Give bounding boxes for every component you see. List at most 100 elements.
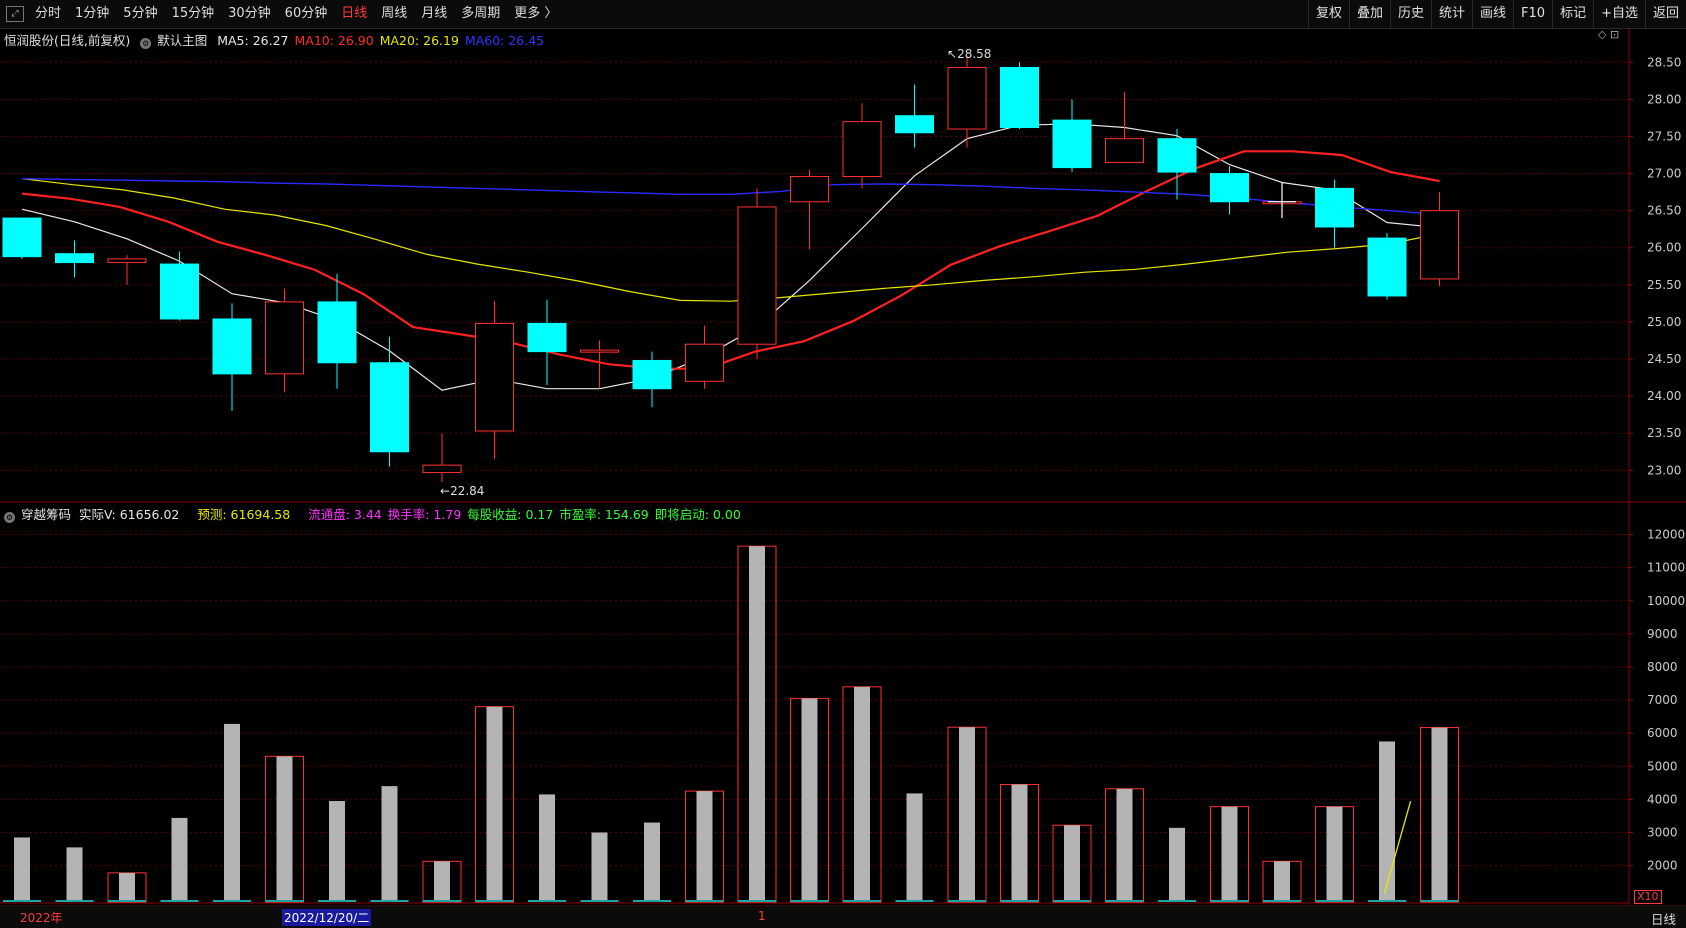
function-button-7[interactable]: +自选 [1593,0,1645,28]
price-tick-label: 24.50 [1647,352,1681,366]
month-marker: 1 [758,909,766,923]
arrow-icon: ↖ [947,47,958,62]
volume-bar [959,727,975,902]
price-tick-label: 25.00 [1647,315,1681,329]
price-tick-label: 26.00 [1647,241,1681,255]
period-tab-2[interactable]: 5分钟 [123,6,158,21]
candle-body [160,263,199,320]
date-year-label: 2022年 [20,911,63,925]
volume-bar [854,686,870,902]
function-button-5[interactable]: F10 [1513,0,1552,28]
settings-icon[interactable]: ⚙ [140,38,152,49]
volume-chart-info: ⚙ 穿越筹码 实际V: 61656.02 预测: 61694.58 流通盘: 3.44… [4,504,753,523]
function-button-2[interactable]: 历史 [1389,0,1431,28]
high-price-label: ↖28.58 [947,47,992,62]
candle-body [790,176,829,203]
indicator-stats: 实际V: 61656.02 预测: 61694.58 流通盘: 3.44 换手率: 1… [79,507,747,522]
arrow-icon: ← [440,484,451,499]
function-button-0[interactable]: 复权 [1307,0,1349,28]
period-tab-6[interactable]: 日线 [341,6,368,21]
volume-tick-label: 2000 [1647,859,1678,873]
stat-label-6: 即将启动: 0.00 [654,507,741,522]
period-button[interactable]: 日线 [1650,912,1676,927]
period-tab-7[interactable]: 周线 [381,6,408,21]
stat-label-3: 换手率: 1.79 [387,507,462,522]
kline-chart[interactable]: 28.50 28.00 27.50 27.00 26.50 26.00 25.50 25.00… [0,0,1686,905]
candle-body [632,360,672,390]
candle-body [685,343,724,382]
ma-label-2: MA20: 26.19 [379,33,459,48]
price-tick-label: 25.50 [1647,278,1681,292]
volume-tick-label: 3000 [1647,825,1678,839]
function-button-4[interactable]: 画线 [1472,0,1513,28]
volume-bar [1221,806,1238,902]
period-tab-8[interactable]: 月线 [421,6,448,21]
volume-bar [906,793,923,902]
volume-bar [14,837,30,902]
ma-line-ma5 [21,123,1440,391]
period-tab-4[interactable]: 30分钟 [228,6,271,21]
function-button-1[interactable]: 叠加 [1348,0,1390,28]
volume-bar [119,872,135,902]
volume-tick-label: 5000 [1647,759,1678,773]
candle-body [212,318,252,375]
function-button-8[interactable]: 返回 [1644,0,1686,28]
price-tick-label: 26.50 [1647,204,1681,218]
price-tick-label: 27.00 [1647,167,1681,181]
volume-bar [434,861,450,902]
volume-bar [171,817,188,902]
period-tab-3[interactable]: 15分钟 [171,6,215,21]
period-tab-9[interactable]: 多周期 [461,6,501,21]
volume-unit-badge: X10 [1634,890,1662,904]
volume-tick-label: 7000 [1647,693,1678,707]
window-restore-icon[interactable]: ⤢ [6,6,24,22]
candle-body [55,253,94,264]
indicator-name[interactable]: 穿越筹码 [21,507,72,522]
volume-tick-label: 4000 [1647,792,1678,806]
candle-body [527,322,567,353]
candle-body [947,66,987,130]
chart-option-icons[interactable]: ◇ ⊡ [1598,28,1620,41]
settings-icon[interactable]: ⚙ [4,512,15,523]
candle-body [580,349,619,353]
ma-line-ma60 [21,178,1440,216]
low-price-label: ←22.84 [440,484,485,499]
ma-legend: MA5: 26.27 MA10: 26.90 MA20: 26.19 MA60: 26… [217,33,550,48]
candle-body [895,115,934,134]
volume-bar [1431,727,1448,902]
volume-bar [644,822,660,902]
candle-body [422,464,462,474]
template-name[interactable]: 默认主图 [157,33,208,48]
stock-title: 恒润股份(日线,前复权) [4,33,131,48]
candle-body [2,217,42,258]
volume-bar [1011,784,1028,902]
volume-bar [66,847,83,902]
volume-bar [486,706,503,902]
volume-tick-label: 11000 [1647,561,1685,575]
volume-bar [1379,741,1395,902]
period-tab-0[interactable]: 分时 [35,6,62,21]
ma-label-3: MA60: 26.45 [464,33,545,48]
price-tick-label: 23.00 [1647,463,1681,477]
volume-bar [1274,861,1290,902]
period-tab-1[interactable]: 1分钟 [75,6,110,21]
period-tab-5[interactable]: 60分钟 [284,6,328,21]
ma-label-1: MA10: 26.90 [294,33,374,48]
candle-body [1210,173,1249,203]
date-axis-bar: 2022年 2022/12/20/二 1 日线 [0,905,1686,928]
candle-body [370,362,409,453]
candle-body [1157,138,1197,173]
period-tab-10[interactable]: 更多 〉 [514,6,558,21]
candle-body [475,322,514,432]
volume-bar [801,698,818,902]
ma-line-ma10 [21,150,1440,370]
function-button-3[interactable]: 统计 [1431,0,1472,28]
volume-tick-label: 10000 [1647,594,1685,608]
volume-tick-label: 9000 [1647,627,1678,641]
volume-bar [381,786,398,902]
stat-label-2: 流通盘: 3.44 [308,507,382,522]
volume-tick-label: 6000 [1647,726,1678,740]
price-tick-label: 27.50 [1647,129,1681,143]
volume-bar [224,723,240,902]
function-button-6[interactable]: 标记 [1552,0,1593,28]
